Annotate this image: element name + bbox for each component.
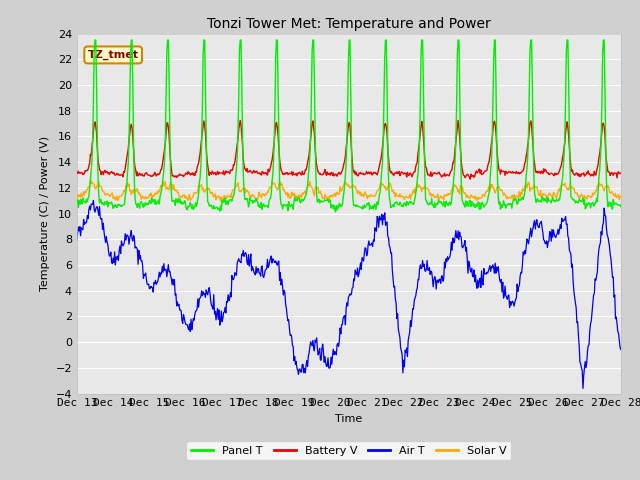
Legend: Panel T, Battery V, Air T, Solar V: Panel T, Battery V, Air T, Solar V: [186, 441, 511, 460]
Y-axis label: Temperature (C) / Power (V): Temperature (C) / Power (V): [40, 136, 50, 291]
Title: Tonzi Tower Met: Temperature and Power: Tonzi Tower Met: Temperature and Power: [207, 17, 491, 31]
Text: TZ_tmet: TZ_tmet: [88, 50, 139, 60]
X-axis label: Time: Time: [335, 414, 362, 424]
